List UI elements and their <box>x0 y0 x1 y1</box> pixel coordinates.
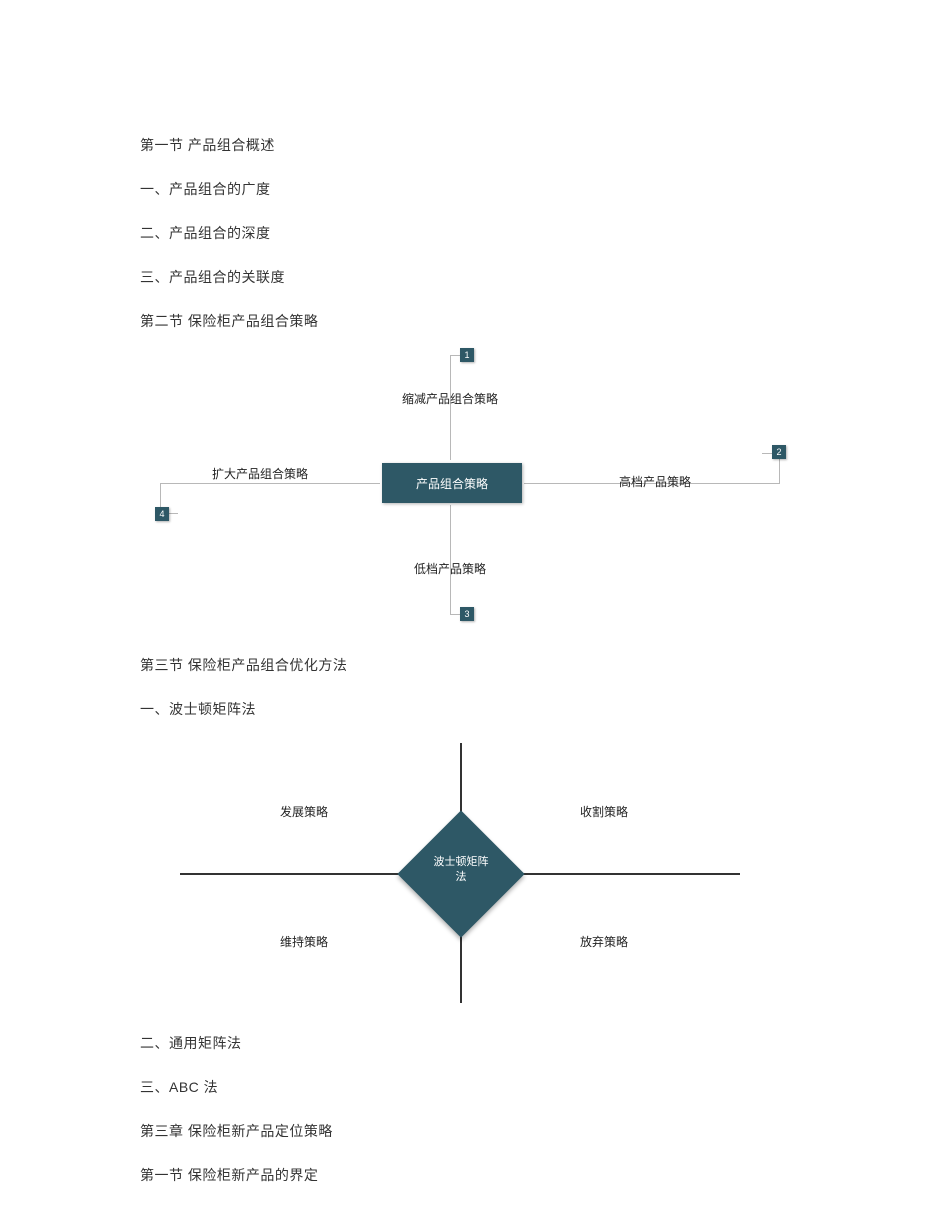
diag2-center-l2: 法 <box>456 871 467 883</box>
section-2-title: 第二节 保险柜产品组合策略 <box>140 311 810 331</box>
diag2-quadrant-bl: 维持策略 <box>280 933 328 950</box>
boston-matrix-diagram: 波士顿矩阵 法 发展策略 收割策略 维持策略 放弃策略 <box>180 743 740 1003</box>
diag1-line-horizontal-left <box>160 483 380 484</box>
diag1-label-left: 扩大产品组合策略 <box>195 465 325 483</box>
item-1-3: 三、产品组合的关联度 <box>140 267 810 287</box>
diag1-badge-3: 3 <box>460 607 474 621</box>
diag1-badge-4: 4 <box>155 507 169 521</box>
item-1-1: 一、产品组合的广度 <box>140 179 810 199</box>
section-1-title: 第一节 产品组合概述 <box>140 135 810 155</box>
method-3: 三、ABC 法 <box>140 1077 810 1097</box>
product-mix-strategy-diagram: 缩减产品组合策略 低档产品策略 扩大产品组合策略 高档产品策略 产品组合策略 1… <box>160 355 790 625</box>
diag2-quadrant-br: 放弃策略 <box>580 933 628 950</box>
diag2-quadrant-tl: 发展策略 <box>280 803 328 820</box>
chapter-3-title: 第三章 保险柜新产品定位策略 <box>140 1121 810 1141</box>
diag1-line-vertical-top <box>450 355 451 460</box>
section-3-title: 第三节 保险柜产品组合优化方法 <box>140 655 810 675</box>
diag1-badge-2: 2 <box>772 445 786 459</box>
diag2-quadrant-tr: 收割策略 <box>580 803 628 820</box>
diag1-badge-1: 1 <box>460 348 474 362</box>
chapter-3-section-1: 第一节 保险柜新产品的界定 <box>140 1165 810 1185</box>
method-1: 一、波士顿矩阵法 <box>140 699 810 719</box>
diag1-center-box: 产品组合策略 <box>382 463 522 503</box>
diag1-label-right: 高档产品策略 <box>580 473 730 490</box>
diag1-label-top: 缩减产品组合策略 <box>370 390 530 407</box>
diag1-label-bottom: 低档产品策略 <box>370 560 530 577</box>
diag2-center-label: 波士顿矩阵 法 <box>416 855 506 886</box>
diag2-center-l1: 波士顿矩阵 <box>434 856 489 868</box>
item-1-2: 二、产品组合的深度 <box>140 223 810 243</box>
method-2: 二、通用矩阵法 <box>140 1033 810 1053</box>
